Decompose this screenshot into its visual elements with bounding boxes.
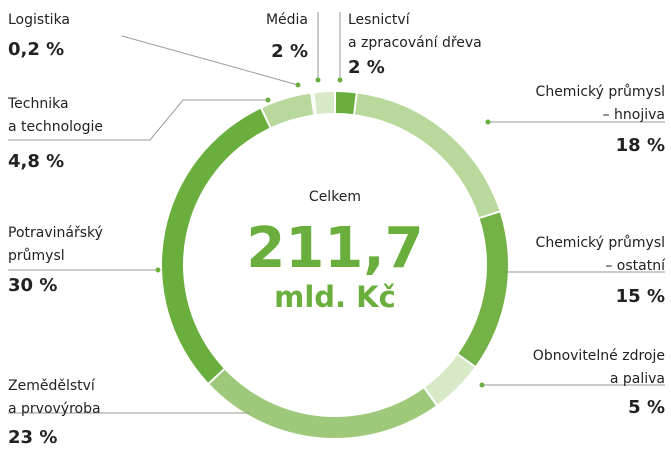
segment-label: – hnojiva (603, 107, 665, 123)
segment-label: Technika (7, 96, 69, 112)
segment-label: Logistika (8, 12, 70, 28)
donut-segment (354, 93, 500, 218)
segment-label: a technologie (8, 119, 103, 135)
leader-dot (337, 77, 343, 83)
segment-label: a zpracování dřeva (348, 35, 482, 51)
center-caption: Celkem (309, 189, 361, 205)
leader-dot (315, 77, 321, 83)
donut-segment (314, 92, 335, 115)
segment-label: a paliva (610, 371, 665, 387)
segment-label: Chemický průmysl (536, 235, 665, 251)
segment-label: Potravinářský (8, 225, 103, 241)
leader-line (121, 35, 299, 86)
donut-segment (335, 92, 356, 115)
leader-dot (155, 267, 161, 273)
segment-value: 2 % (271, 41, 308, 62)
segment-value: 0,2 % (8, 39, 64, 60)
donut-segment (161, 108, 270, 383)
center-unit: mld. Kč (274, 280, 396, 314)
donut-segment (312, 93, 316, 115)
segment-value: 4,8 % (8, 151, 64, 172)
leader-line (8, 99, 268, 141)
leader-dot (295, 82, 301, 88)
leader-dot (502, 269, 508, 275)
leader-dot (265, 97, 271, 103)
segment-value: 30 % (8, 275, 57, 296)
donut-segment (209, 369, 436, 438)
leader-dot (485, 119, 491, 125)
donut-segment (425, 355, 475, 405)
segment-label: Zemědělství (8, 378, 96, 394)
segment-label: Média (266, 12, 308, 28)
segment-label: Obnovitelné zdroje (533, 348, 665, 364)
segment-label: – ostatní (605, 258, 666, 274)
segment-label: průmysl (8, 248, 65, 264)
segment-value: 23 % (8, 427, 57, 448)
segment-value: 2 % (348, 57, 385, 78)
leader-dot (479, 382, 485, 388)
segment-label: a prvovýroba (8, 401, 101, 417)
segment-label: Chemický průmysl (536, 84, 665, 100)
center-value: 211,7 (246, 216, 423, 281)
segment-value: 15 % (616, 286, 665, 307)
donut-segment (262, 93, 314, 128)
donut-segment (458, 212, 508, 366)
segment-value: 5 % (628, 397, 665, 418)
segment-label: Lesnictví (348, 12, 411, 28)
segment-value: 18 % (616, 135, 665, 156)
